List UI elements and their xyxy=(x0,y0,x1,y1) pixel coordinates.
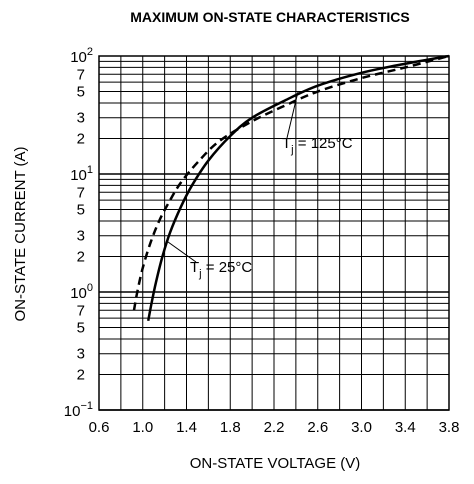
y-minor-tick-label: 7 xyxy=(77,184,85,201)
annotation-tj-25c: Tj = 25°C xyxy=(190,259,252,280)
chart-title: MAXIMUM ON-STATE CHARACTERISTICS xyxy=(130,9,409,25)
y-minor-tick-label: 2 xyxy=(77,366,85,383)
x-tick-label: 3.0 xyxy=(351,419,372,436)
annotation-tj-125c: Tj = 125°C xyxy=(282,135,353,156)
y-minor-tick-label: 7 xyxy=(77,66,85,83)
x-tick-label: 1.0 xyxy=(132,419,153,436)
plot-frame xyxy=(98,55,450,411)
y-tick-exponent: 1 xyxy=(87,164,93,176)
series-layer xyxy=(132,54,450,322)
y-tick-base: 10 xyxy=(70,285,87,302)
y-major-tick-label: 101 xyxy=(70,164,93,184)
annotation-subscript: j xyxy=(198,268,201,280)
y-minor-tick-label: 5 xyxy=(77,202,85,219)
y-axis-label: ON-STATE CURRENT (A) xyxy=(12,146,29,321)
y-minor-tick-label: 5 xyxy=(77,84,85,101)
annotation-symbol: T xyxy=(190,259,199,276)
x-tick-label: 3.8 xyxy=(439,419,460,436)
annotations: Tj = 125°CTj = 25°C xyxy=(166,91,353,280)
x-tick-label: 0.6 xyxy=(89,419,110,436)
annotation-leader xyxy=(166,240,197,263)
y-major-tick-label: 102 xyxy=(70,46,93,66)
series-line-tj-25c xyxy=(146,54,450,322)
annotation-value: = 125°C xyxy=(294,135,353,152)
y-minor-tick-label: 2 xyxy=(77,248,85,265)
y-minor-tick-label: 3 xyxy=(77,346,85,363)
y-minor-tick-label: 2 xyxy=(77,130,85,147)
annotation-leader xyxy=(286,91,299,139)
x-tick-label: 3.4 xyxy=(395,419,416,436)
y-tick-exponent: 2 xyxy=(87,46,93,58)
x-tick-label: 2.6 xyxy=(307,419,328,436)
x-axis-label: ON-STATE VOLTAGE (V) xyxy=(190,455,361,472)
annotation-symbol: T xyxy=(282,135,291,152)
y-major-tick-label: 10−1 xyxy=(64,400,93,420)
annotation-subscript: j xyxy=(290,144,293,156)
y-tick-exponent: −1 xyxy=(80,400,93,412)
y-minor-tick-label: 3 xyxy=(77,110,85,127)
tick-labels: 0.6 1.0 1.4 1.8 2.2 2.6 3.0 3.4 3.810−1100101102… xyxy=(64,46,460,436)
y-minor-tick-label: 7 xyxy=(77,302,85,319)
y-tick-base: 10 xyxy=(64,403,81,420)
x-tick-label: 1.4 xyxy=(176,419,197,436)
x-tick-label: 1.8 xyxy=(220,419,241,436)
series-line-tj-125c xyxy=(132,54,450,311)
annotation-value: = 25°C xyxy=(202,259,253,276)
grid xyxy=(98,56,450,411)
y-minor-tick-label: 5 xyxy=(77,320,85,337)
y-major-tick-label: 100 xyxy=(70,282,93,302)
y-tick-base: 10 xyxy=(70,167,87,184)
x-tick-label: 2.2 xyxy=(264,419,285,436)
y-tick-base: 10 xyxy=(70,49,87,66)
y-minor-tick-label: 3 xyxy=(77,228,85,245)
y-tick-exponent: 0 xyxy=(87,282,93,294)
